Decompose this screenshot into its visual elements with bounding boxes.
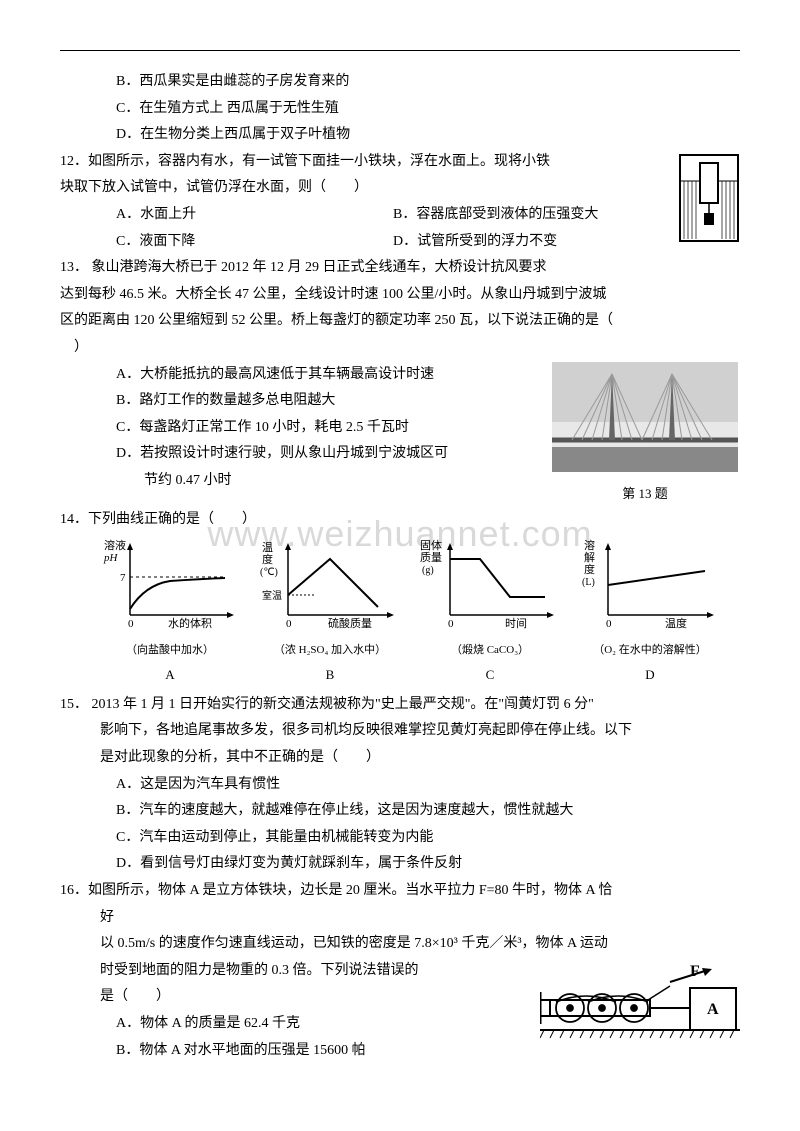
page-content: B．西瓜果实是由雌蕊的子房发育来的 C．在生殖方式上 西瓜属于无性生殖 D．在生… [60,69,740,1064]
q12-optC: C．液面下降 [116,234,195,249]
q16-stem1: 16．如图所示，物体 A 是立方体铁块，边长是 20 厘米。当水平拉力 F=80… [60,878,740,905]
q13-stem3: 区的距离由 120 公里缩短到 52 公里。桥上每盏灯的额定功率 250 瓦，以… [60,308,740,335]
q12-optB: B．容器底部受到液体的压强变大 [393,207,598,222]
q11-optC: C．在生殖方式上 西瓜属于无性生殖 [60,96,740,123]
q16-figure: F A [540,962,740,1053]
svg-text:溶: 溶 [584,538,595,552]
svg-text:溶液: 溶液 [104,538,126,552]
svg-text:室温: 室温 [262,589,282,602]
svg-text:温度: 温度 [665,616,687,630]
chart-C-letter: C [420,663,560,688]
svg-text:(g): (g) [422,565,434,576]
chart-B-sub: （浓 H₂SO₄ 加入水中） [260,640,400,661]
svg-text:0: 0 [286,618,292,630]
chart-D-letter: D [580,663,720,688]
svg-text:F: F [690,963,700,980]
svg-text:pH: pH [103,552,119,564]
svg-text:0: 0 [448,618,454,630]
q12-figure [678,153,740,254]
q15-optC: C．汽车由运动到停止，其能量由机械能转变为内能 [60,825,740,852]
q13-stem4: ） [60,335,740,362]
q15-optD: D．看到信号灯由绿灯变为黄灯就踩刹车，属于条件反射 [60,851,740,878]
chart-A: 溶液 pH 7 0 水的体积 （向盐酸中加水） A [100,537,240,687]
svg-text:A: A [707,1001,719,1018]
q16: 16．如图所示，物体 A 是立方体铁块，边长是 20 厘米。当水平拉力 F=80… [60,878,740,1064]
q12: 12．如图所示，容器内有水，有一试管下面挂一小铁块，浮在水面上。现将小铁 块取下… [60,149,740,255]
q11-optD: D．在生物分类上西瓜属于双子叶植物 [60,122,740,149]
svg-text:时间: 时间 [505,617,527,630]
q15-optA: A．这是因为汽车具有惯性 [60,772,740,799]
q14: 14．下列曲线正确的是（ ） 溶液 pH 7 0 水的体积 （向盐酸中加水） [60,507,740,692]
q15-optB: B．汽车的速度越大，就越难停在停止线，这是因为速度越大，惯性就越大 [60,798,740,825]
svg-text:水的体积: 水的体积 [168,616,212,630]
q15-stem1: 15． 2013 年 1 月 1 日开始实行的新交通法规被称为"史上最严交规"。… [60,692,740,719]
svg-text:温: 温 [262,541,273,554]
chart-B: 温 度 (℃) 室温 0 硫酸质量 （浓 H₂SO₄ 加入水中） B [260,537,400,687]
svg-text:度: 度 [584,562,595,576]
q15-stem3: 是对此现象的分析，其中不正确的是（ ） [60,745,740,772]
q13-figure: 第 13 题 [550,362,740,507]
svg-text:度: 度 [262,552,273,566]
chart-B-letter: B [260,663,400,688]
svg-text:质量: 质量 [420,551,442,564]
svg-text:固体: 固体 [420,538,442,552]
top-rule [60,50,740,51]
svg-text:0: 0 [606,618,612,630]
q16-stem2: 好 [60,905,740,932]
svg-text:(L): (L) [582,577,595,588]
svg-text:(℃): (℃) [260,567,278,578]
q11-optB: B．西瓜果实是由雌蕊的子房发育来的 [60,69,740,96]
svg-text:硫酸质量: 硫酸质量 [328,616,372,630]
chart-D-sub: （O₂ 在水中的溶解性） [580,640,720,661]
chart-A-letter: A [100,663,240,688]
svg-text:解: 解 [584,550,595,564]
chart-C-sub: （煅烧 CaCO₃） [420,640,560,661]
q13-stem1: 13． 象山港跨海大桥已于 2012 年 12 月 29 日正式全线通车，大桥设… [60,255,740,282]
q12-stem1: 12．如图所示，容器内有水，有一试管下面挂一小铁块，浮在水面上。现将小铁 [60,149,740,176]
q12-stem2: 块取下放入试管中，试管仍浮在水面，则（ ） [60,175,740,202]
q12-optA: A．水面上升 [116,207,196,222]
q15: 15． 2013 年 1 月 1 日开始实行的新交通法规被称为"史上最严交规"。… [60,692,740,878]
q13-caption: 第 13 题 [550,482,740,507]
q14-stem: 14．下列曲线正确的是（ ） [60,507,740,534]
chart-D: 溶 解 度 (L) 0 温度 （O₂ 在水中的溶解性） D [580,537,720,687]
q15-stem2: 影响下，各地追尾事故多发，很多司机均反映很难掌控见黄灯亮起即停在停止线。以下 [60,718,740,745]
svg-text:0: 0 [128,618,134,630]
chart-A-sub: （向盐酸中加水） [100,640,240,661]
q13: 13． 象山港跨海大桥已于 2012 年 12 月 29 日正式全线通车，大桥设… [60,255,740,507]
chart-C: 固体 质量 (g) 0 时间 （煅烧 CaCO₃） C [420,537,560,687]
q16-stem3: 以 0.5m/s 的速度作匀速直线运动，已知铁的密度是 7.8×10³ 千克／米… [60,931,740,958]
svg-text:7: 7 [120,572,126,584]
q13-stem2: 达到每秒 46.5 米。大桥全长 47 公里，全线设计时速 100 公里/小时。… [60,282,740,309]
q12-optD: D．试管所受到的浮力不变 [393,234,557,249]
